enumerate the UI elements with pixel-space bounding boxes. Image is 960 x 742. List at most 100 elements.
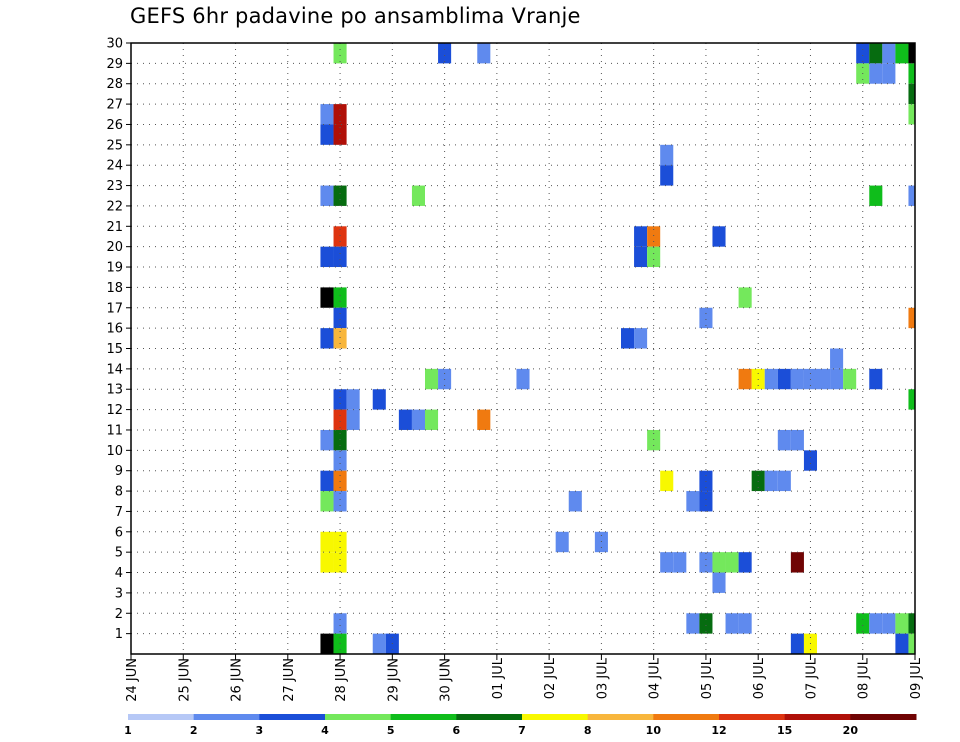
heatmap-cell xyxy=(320,531,334,553)
heatmap-cell xyxy=(856,613,870,634)
heatmap-cell xyxy=(856,43,870,64)
heatmap-cell xyxy=(777,470,791,492)
x-tick-label: 04 JUL xyxy=(648,657,663,699)
legend-swatch xyxy=(784,714,851,720)
legend-label: 8 xyxy=(584,724,592,737)
y-tick-label: 6 xyxy=(115,525,123,540)
heatmap-cell xyxy=(712,552,726,573)
legend-label: 7 xyxy=(518,724,526,737)
heatmap-cell xyxy=(438,43,452,64)
heatmap-cell xyxy=(320,104,334,125)
heatmap-cell xyxy=(712,226,726,247)
heatmap-cell xyxy=(555,531,569,553)
y-tick-label: 20 xyxy=(106,240,123,255)
heatmap-cell xyxy=(333,552,347,573)
heatmap-cell xyxy=(647,429,661,451)
heatmap-cells xyxy=(320,43,915,654)
legend-label: 10 xyxy=(646,724,662,737)
legend-swatch xyxy=(325,714,392,720)
heatmap-cell xyxy=(869,613,883,634)
heatmap-cell xyxy=(803,450,817,471)
heatmap-cell xyxy=(895,613,909,634)
heatmap-cell xyxy=(411,185,425,206)
legend-swatch xyxy=(193,714,260,720)
heatmap-cell xyxy=(333,185,347,206)
heatmap-cell xyxy=(790,633,804,654)
heatmap-cell xyxy=(699,307,713,329)
heatmap-cell xyxy=(647,246,661,268)
heatmap-cell xyxy=(908,43,915,64)
y-tick-label: 2 xyxy=(115,607,123,622)
y-tick-label: 27 xyxy=(106,98,123,113)
x-tick-label: 24 JUN xyxy=(125,658,140,702)
y-tick-label: 11 xyxy=(106,423,123,438)
y-tick-label: 9 xyxy=(115,464,123,479)
heatmap-cell xyxy=(320,552,334,573)
heatmap-cell xyxy=(621,328,635,349)
heatmap-cell xyxy=(320,246,334,268)
x-tick-label: 27 JUN xyxy=(282,658,297,702)
heatmap-cell xyxy=(790,552,804,573)
heatmap-cell xyxy=(738,368,752,390)
heatmap-cell xyxy=(647,226,661,247)
legend-swatch xyxy=(850,714,917,720)
heatmap-cell xyxy=(660,470,674,492)
heatmap-cell xyxy=(895,43,909,64)
heatmap-cell xyxy=(908,633,915,654)
y-tick-label: 17 xyxy=(106,301,123,316)
heatmap-cell xyxy=(738,287,752,308)
x-tick-label: 28 JUN xyxy=(334,658,349,702)
heatmap-cell xyxy=(333,450,347,471)
heatmap-cell xyxy=(660,552,674,573)
legend-label: 2 xyxy=(190,724,198,737)
legend-swatch xyxy=(719,714,786,720)
heatmap-cell xyxy=(830,368,844,390)
heatmap-cell xyxy=(673,552,687,573)
heatmap-cell xyxy=(346,409,360,430)
heatmap-cell xyxy=(320,328,334,349)
y-tick-label: 26 xyxy=(106,118,123,133)
heatmap-cell xyxy=(320,491,334,512)
heatmap-cell xyxy=(333,307,347,329)
heatmap-cell xyxy=(411,409,425,430)
heatmap-cell xyxy=(333,389,347,410)
y-tick-label: 16 xyxy=(106,322,123,337)
heatmap-cell xyxy=(869,368,883,390)
y-tick-label: 3 xyxy=(115,586,123,601)
legend-label: 1 xyxy=(124,724,132,737)
y-tick-label: 15 xyxy=(106,342,123,357)
heatmap-cell xyxy=(333,287,347,308)
y-axis: 1234567891011121314151617181920212223242… xyxy=(106,37,131,642)
heatmap-cell xyxy=(908,307,915,329)
legend-swatch xyxy=(259,714,326,720)
heatmap-cell xyxy=(333,124,347,145)
color-legend: 1 2 3 4 5 6 7 8 10 12 15 20 xyxy=(124,714,917,737)
heatmap-cell xyxy=(699,613,713,634)
chart-title: GEFS 6hr padavine po ansamblima Vranje xyxy=(130,4,581,28)
y-tick-label: 13 xyxy=(106,383,123,398)
heatmap-cell xyxy=(425,409,439,430)
legend-swatch xyxy=(522,714,589,720)
heatmap-cell xyxy=(764,368,778,390)
heatmap-cell xyxy=(634,328,648,349)
heatmap-cell xyxy=(660,144,674,166)
heatmap-cell xyxy=(398,409,412,430)
heatmap-cell xyxy=(725,552,739,573)
y-tick-label: 21 xyxy=(106,220,123,235)
heatmap-cell xyxy=(333,409,347,430)
heatmap-cell xyxy=(908,613,915,634)
y-tick-label: 23 xyxy=(106,179,123,194)
heatmap-cell xyxy=(320,429,334,451)
heatmap-cell xyxy=(738,613,752,634)
heatmap-cell xyxy=(320,185,334,206)
legend-label: 20 xyxy=(843,724,859,737)
x-tick-label: 26 JUN xyxy=(230,658,245,702)
heatmap-cell xyxy=(869,185,883,206)
y-tick-label: 22 xyxy=(106,199,123,214)
heatmap-cell xyxy=(320,633,334,654)
heatmap-cell xyxy=(477,43,491,64)
x-tick-label: 02 JUL xyxy=(543,657,558,699)
heatmap-cell xyxy=(882,63,896,84)
heatmap-cell xyxy=(320,287,334,308)
